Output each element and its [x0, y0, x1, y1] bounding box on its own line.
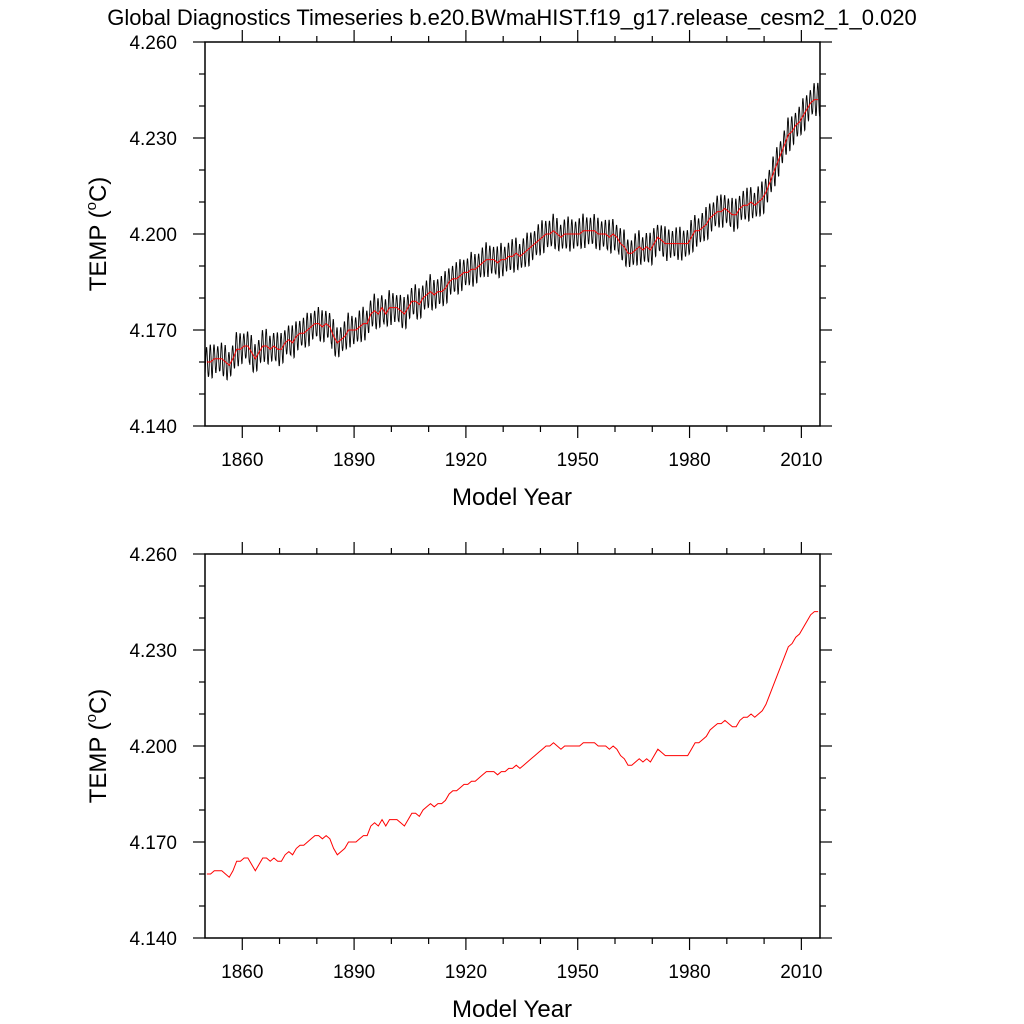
y-tick-label: 4.260	[129, 545, 177, 566]
y-tick-label: 4.200	[129, 225, 177, 246]
x-tick-label: 2010	[780, 962, 822, 983]
x-axis: 1860 1890 1920 1950 1980 2010	[221, 542, 823, 983]
x-tick-label: 1980	[668, 450, 710, 471]
series-group	[206, 611, 819, 878]
x-axis-label: Model Year	[452, 484, 572, 511]
y-axis: 4.140 4.170 4.200 4.230 4.260	[129, 33, 832, 438]
x-tick-label: 1860	[221, 962, 263, 983]
y-tick-label: 4.230	[129, 641, 177, 662]
x-axis: 1860 1890 1920 1950 1980 2010	[221, 30, 823, 471]
x-tick-label: 2010	[780, 450, 822, 471]
annual-mean-series-line	[206, 99, 819, 366]
x-tick-label: 1860	[221, 450, 263, 471]
x-tick-label: 1890	[333, 962, 375, 983]
x-tick-label: 1920	[445, 962, 487, 983]
x-tick-label: 1890	[333, 450, 375, 471]
plot-frame	[204, 41, 821, 427]
x-tick-label: 1950	[557, 962, 599, 983]
x-tick-label: 1950	[557, 450, 599, 471]
annual-mean-series-line	[206, 611, 819, 878]
y-tick-label: 4.260	[129, 33, 177, 54]
y-axis-label: TEMP (oC)	[83, 689, 112, 804]
y-tick-label: 4.170	[129, 321, 177, 342]
y-tick-label: 4.140	[129, 929, 177, 950]
bottom-timeseries-panel: 4.140 4.170 4.200 4.230 4.260 1860 1890 1920 19…	[83, 542, 832, 1023]
figure-title: Global Diagnostics Timeseries b.e20.BWma…	[107, 5, 917, 30]
x-axis-label: Model Year	[452, 996, 572, 1023]
plot-frame	[204, 553, 821, 939]
monthly-series-line	[204, 82, 820, 381]
x-tick-label: 1980	[668, 962, 710, 983]
series-group	[204, 82, 820, 381]
top-timeseries-panel: 4.140 4.170 4.200 4.230 4.260 1860 1890 1920 19…	[83, 30, 832, 511]
y-tick-label: 4.140	[129, 417, 177, 438]
y-axis: 4.140 4.170 4.200 4.230 4.260	[129, 545, 832, 950]
y-tick-label: 4.170	[129, 833, 177, 854]
y-tick-label: 4.200	[129, 737, 177, 758]
y-tick-label: 4.230	[129, 129, 177, 150]
y-axis-label: TEMP (oC)	[83, 177, 112, 292]
x-tick-label: 1920	[445, 450, 487, 471]
